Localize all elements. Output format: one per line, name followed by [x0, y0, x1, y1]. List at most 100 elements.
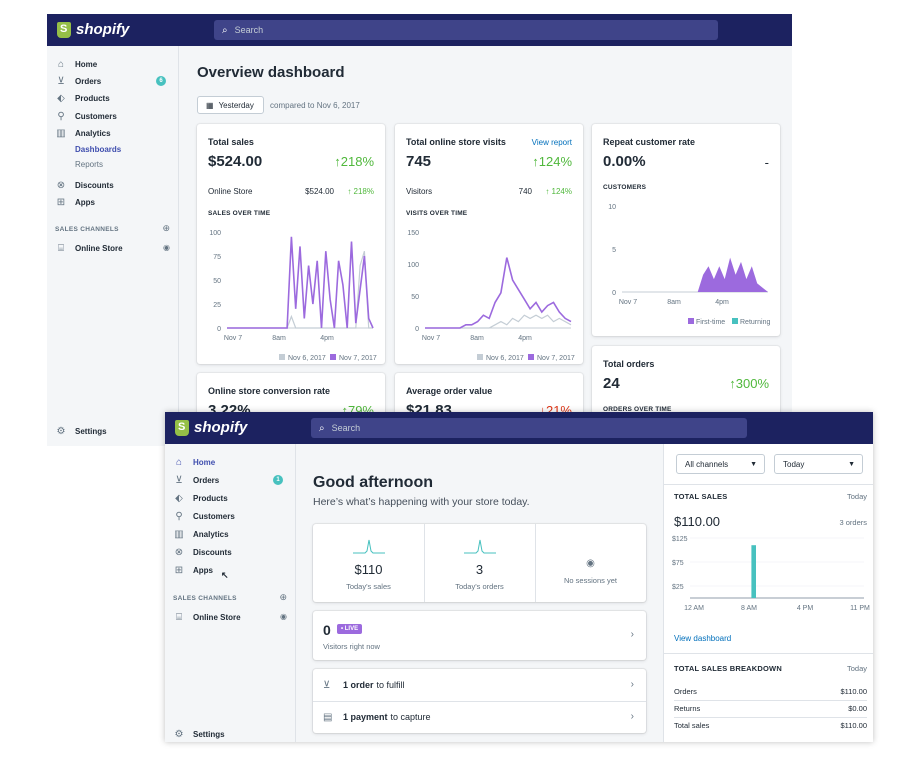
card-value: $524.00	[208, 153, 263, 170]
search-placeholder: Search	[234, 25, 264, 35]
sidebar-subitem-dashboards[interactable]: Dashboards	[75, 145, 122, 154]
todays-orders-stat[interactable]: 3 Today's orders	[424, 524, 535, 602]
legend-swatch-first-time	[688, 318, 694, 324]
search-input[interactable]: ⌕ Search	[311, 418, 747, 438]
card-change: ↑218%	[334, 154, 374, 169]
home-screenshot: shopify ⌕ Search ⌂ Home ⊻ Orders 1 ⬖ Products…	[165, 412, 873, 742]
channel-select[interactable]: All channels ▼	[676, 454, 765, 474]
sidebar-item-label: Settings	[193, 729, 225, 739]
card-title: Average order value	[406, 386, 493, 396]
x-tick-label: Nov 7	[619, 299, 637, 306]
legend-swatch-nov-7	[330, 354, 336, 360]
sidebar-item-online-store[interactable]: ⌸ Online Store	[173, 609, 289, 625]
sidebar-item-label: Apps	[75, 197, 95, 207]
sidebar-item-label: Online Store	[193, 612, 241, 622]
orders-badge: 1	[273, 475, 283, 485]
sidebar-item-analytics[interactable]: ▥ Analytics	[55, 125, 172, 141]
task-fulfill-orders[interactable]: ⊻ 1 order to fulfill ›	[313, 669, 646, 701]
sidebar-item-home[interactable]: ⌂ Home	[173, 454, 289, 470]
y-tick-label: 150	[407, 230, 419, 237]
date-select[interactable]: Today ▼	[774, 454, 863, 474]
total-sales-chart: $125 $75 $25 12 AM 8 AM 4 PM 11 PM	[672, 536, 870, 612]
card-title: Online store conversion rate	[208, 386, 331, 396]
add-channel-icon[interactable]: ⊕	[162, 223, 170, 233]
sidebar-item-customers[interactable]: ⚲ Customers	[55, 108, 172, 124]
breakdown-label: Orders	[674, 687, 697, 696]
sidebar-item-discounts[interactable]: ⊗ Discounts	[55, 177, 172, 193]
search-input[interactable]: ⌕ Search	[214, 20, 718, 40]
visitors-label: Visitors right now	[323, 642, 380, 651]
shopify-bag-icon	[175, 419, 189, 436]
breakdown-label: Returns	[674, 704, 701, 713]
sidebar-item-settings[interactable]: ⚙ Settings	[55, 423, 172, 439]
top-bar: shopify ⌕ Search	[165, 412, 873, 444]
view-store-icon[interactable]: ◉	[163, 243, 170, 252]
view-dashboard-link[interactable]: View dashboard	[674, 634, 732, 643]
sidebar-item-label: Home	[75, 59, 98, 69]
shopify-logo[interactable]: shopify	[175, 419, 247, 436]
shopify-logo[interactable]: shopify	[57, 21, 129, 38]
person-icon: ⚲	[175, 510, 183, 522]
inbox-icon: ⊻	[323, 679, 331, 691]
series-line-nov-6	[425, 314, 572, 329]
view-report-link[interactable]: View report	[531, 138, 572, 147]
row-change: ↑ 218%	[347, 187, 374, 196]
sidebar-item-label: Home	[193, 457, 216, 467]
online-store-visits-card: Total online store visits View report 74…	[395, 124, 583, 364]
date-range-button[interactable]: ▦ Yesterday	[197, 96, 264, 114]
x-tick-label: 8am	[470, 335, 484, 342]
sidebar-item-analytics[interactable]: ▥ Analytics	[173, 526, 289, 542]
sidebar-subitem-reports[interactable]: Reports	[75, 160, 104, 169]
y-tick-label: 0	[415, 326, 419, 333]
sidebar-item-orders[interactable]: ⊻ Orders 1	[173, 472, 289, 488]
divider	[664, 653, 873, 654]
card-breakdown-row: Visitors 740 ↑ 124%	[406, 187, 572, 196]
search-icon: ⌕	[319, 422, 325, 434]
sidebar-item-discounts[interactable]: ⊗ Discounts	[173, 544, 289, 560]
card-title: Total sales	[208, 137, 254, 147]
gear-icon: ⚙	[56, 425, 66, 437]
breakdown-value: $110.00	[840, 687, 867, 696]
card-title: Total orders	[603, 359, 655, 369]
sidebar-item-orders[interactable]: ⊻ Orders 6	[55, 73, 172, 89]
x-tick-label: 4pm	[518, 335, 532, 342]
sidebar-item-products[interactable]: ⬖ Products	[55, 90, 172, 106]
sidebar-item-apps[interactable]: ⊞ Apps	[55, 194, 172, 210]
payment-icon: ▤	[323, 711, 333, 723]
view-store-icon[interactable]: ◉	[280, 612, 287, 621]
legend-label: Nov 6, 2017	[486, 355, 524, 362]
sidebar-item-settings[interactable]: ⚙ Settings	[173, 726, 289, 742]
todays-sales-stat[interactable]: $110 Today's sales	[313, 524, 424, 602]
sessions-stat[interactable]: ◉ No sessions yet	[535, 524, 646, 602]
stat-label: No sessions yet	[564, 576, 617, 585]
breakdown-row: Returns $0.00	[674, 704, 867, 713]
y-tick-label: 50	[213, 278, 221, 285]
sidebar-item-products[interactable]: ⬖ Products	[173, 490, 289, 506]
breakdown-value: $110.00	[840, 721, 867, 730]
total-sales-heading: TOTAL SALES	[674, 492, 728, 501]
sidebar-item-label: Orders	[193, 475, 220, 485]
stat-label: Today's orders	[455, 582, 504, 591]
sidebar-item-apps[interactable]: ⊞ Apps ↖	[173, 562, 289, 580]
breakdown-value: $0.00	[848, 704, 867, 713]
visitors-right-now-card[interactable]: 0 • LIVE Visitors right now ›	[313, 611, 646, 660]
stat-divider	[535, 524, 536, 602]
today-stats-card: $110 Today's sales 3 Today's orders ◉ No…	[313, 524, 646, 602]
legend-label: Returning	[740, 319, 770, 326]
card-change: -	[764, 155, 769, 170]
chevron-right-icon: ›	[630, 679, 634, 690]
total-sales-period: Today	[846, 492, 867, 501]
y-tick-label: 50	[411, 294, 419, 301]
sidebar: ⌂ Home ⊻ Orders 1 ⬖ Products ⚲ Customers ▥ Ana…	[165, 444, 296, 742]
task-capture-payments[interactable]: ▤ 1 payment to capture ›	[313, 701, 646, 733]
sidebar-item-home[interactable]: ⌂ Home	[55, 56, 172, 72]
sidebar-item-label: Analytics	[193, 529, 229, 539]
sidebar-item-online-store[interactable]: ⌸ Online Store	[55, 240, 172, 256]
sales-channels-heading: SALES CHANNELS	[173, 595, 237, 602]
sidebar-item-customers[interactable]: ⚲ Customers	[173, 508, 289, 524]
sidebar: ⌂ Home ⊻ Orders 6 ⬖ Products ⚲ Customers ▥ Ana…	[47, 46, 179, 446]
series-area-first-time	[622, 257, 768, 292]
total-sales-value: $110.00	[674, 514, 721, 529]
store-icon: ⌸	[58, 242, 64, 254]
add-channel-icon[interactable]: ⊕	[279, 592, 287, 602]
